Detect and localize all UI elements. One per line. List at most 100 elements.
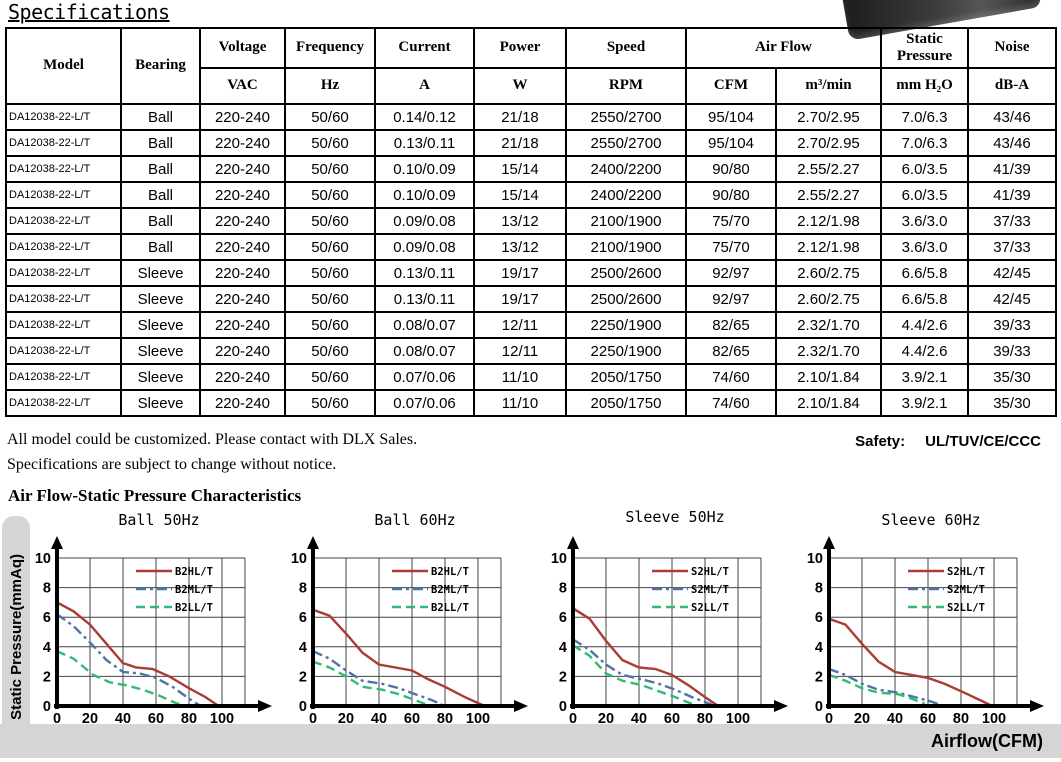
value-cell: 12/11 [473,337,567,365]
table-row: DA12038-22-L/T Sleeve 220-240 50/60 0.08/0.0… [5,311,1057,339]
value-cell: 50/60 [284,155,376,183]
svg-text:10: 10 [291,551,307,567]
svg-text:0: 0 [559,699,567,715]
value-cell: 2250/1900 [565,311,687,339]
col-header-voltage: Voltage [199,27,286,69]
svg-text:0: 0 [53,711,61,727]
value-cell: 50/60 [284,363,376,391]
chart-title: Sleeve 50Hz [625,508,725,526]
svg-text:8: 8 [559,581,567,597]
svg-text:0: 0 [825,711,833,727]
value-cell: 42/45 [967,285,1057,313]
table-row: DA12038-22-L/T Sleeve 220-240 50/60 0.08/0.0… [5,337,1057,365]
value-cell: 6.0/3.5 [880,181,969,209]
value-cell: 2.12/1.98 [775,207,882,235]
svg-text:0: 0 [43,699,51,715]
svg-text:60: 60 [148,711,164,727]
chart-sleeve-50hz: Sleeve 50Hz S2HL/T S2ML/T S2LL/T 0 2 4 6 8 10 0 20… [540,508,796,729]
value-cell: 42/45 [967,259,1057,287]
svg-text:4: 4 [815,640,823,656]
col-header-model: Model [5,27,122,105]
value-cell: 74/60 [685,389,777,417]
table-row: DA12038-22-L/T Ball 220-240 50/60 0.09/0.08 1… [5,233,1057,261]
unit-header-m3min: m³/min [775,67,882,105]
value-cell: 2050/1750 [565,363,687,391]
svg-text:80: 80 [437,711,453,727]
svg-text:B2ML/T: B2ML/T [431,584,469,596]
value-cell: 35/30 [967,389,1057,417]
value-cell: 37/33 [967,207,1057,235]
model-cell: DA12038-22-L/T [5,311,122,339]
table-row: DA12038-22-L/T Ball 220-240 50/60 0.14/0.12 2… [5,103,1057,131]
value-cell: 0.09/0.08 [374,233,475,261]
value-cell: 220-240 [199,363,286,391]
value-cell: Sleeve [120,363,201,391]
value-cell: 15/14 [473,155,567,183]
col-header-power: Power [473,27,567,69]
value-cell: 0.08/0.07 [374,311,475,339]
svg-text:100: 100 [210,711,234,727]
value-cell: 50/60 [284,129,376,157]
col-header-airflow: Air Flow [685,27,882,69]
table-row: DA12038-22-L/T Ball 220-240 50/60 0.10/0.09 1… [5,155,1057,183]
svg-text:0: 0 [815,699,823,715]
value-cell: 13/12 [473,207,567,235]
value-cell: 2.60/2.75 [775,259,882,287]
svg-text:10: 10 [35,551,51,567]
unit-header-mmh2o: mm H₂O [880,67,969,105]
value-cell: 0.13/0.11 [374,129,475,157]
svg-text:S2ML/T: S2ML/T [947,584,985,596]
value-cell: 2.55/2.27 [775,181,882,209]
svg-text:8: 8 [43,581,51,597]
table-row: DA12038-22-L/T Ball 220-240 50/60 0.13/0.11 2… [5,129,1057,157]
svg-text:S2LL/T: S2LL/T [691,602,729,614]
value-cell: 2100/1900 [565,233,687,261]
value-cell: 2550/2700 [565,129,687,157]
svg-text:40: 40 [115,711,131,727]
svg-text:80: 80 [697,711,713,727]
svg-text:8: 8 [815,581,823,597]
svg-text:10: 10 [807,551,823,567]
value-cell: 90/80 [685,155,777,183]
svg-text:60: 60 [664,711,680,727]
safety-certifications: Safety: UL/TUV/CE/CCC [855,433,1041,450]
value-cell: 3.6/3.0 [880,207,969,235]
value-cell: 50/60 [284,389,376,417]
table-row: DA12038-22-L/T Sleeve 220-240 50/60 0.13/0.1… [5,285,1057,313]
value-cell: 12/11 [473,311,567,339]
value-cell: Sleeve [120,285,201,313]
unit-header-w: W [473,67,567,105]
y-axis-label-bar: Static Pressure(mmAq) [2,516,30,758]
value-cell: 3.9/2.1 [880,363,969,391]
table-header: Model Bearing Voltage Frequency Current … [5,27,1057,105]
note-disclaimer: Specifications are subject to change wit… [7,456,337,473]
unit-header-rpm: RPM [565,67,687,105]
svg-text:40: 40 [631,711,647,727]
value-cell: 75/70 [685,233,777,261]
svg-text:4: 4 [559,640,567,656]
safety-label: Safety: [855,433,906,450]
value-cell: 2.32/1.70 [775,337,882,365]
svg-text:60: 60 [920,711,936,727]
value-cell: 220-240 [199,155,286,183]
value-cell: 2.70/2.95 [775,129,882,157]
chart-sleeve-60hz: Sleeve 60Hz S2HL/T S2ML/T S2LL/T 0 2 4 6 8 10 0 20… [796,511,1052,729]
value-cell: 4.4/2.6 [880,337,969,365]
col-header-speed: Speed [565,27,687,69]
value-cell: 95/104 [685,103,777,131]
model-cell: DA12038-22-L/T [5,207,122,235]
svg-text:0: 0 [309,711,317,727]
value-cell: 2.55/2.27 [775,155,882,183]
unit-header-hz: Hz [284,67,376,105]
value-cell: 6.6/5.8 [880,285,969,313]
value-cell: 50/60 [284,207,376,235]
model-cell: DA12038-22-L/T [5,337,122,365]
value-cell: 0.08/0.07 [374,337,475,365]
model-cell: DA12038-22-L/T [5,363,122,391]
svg-text:20: 20 [598,711,614,727]
value-cell: 21/18 [473,129,567,157]
value-cell: 50/60 [284,337,376,365]
model-cell: DA12038-22-L/T [5,285,122,313]
value-cell: 0.13/0.11 [374,259,475,287]
